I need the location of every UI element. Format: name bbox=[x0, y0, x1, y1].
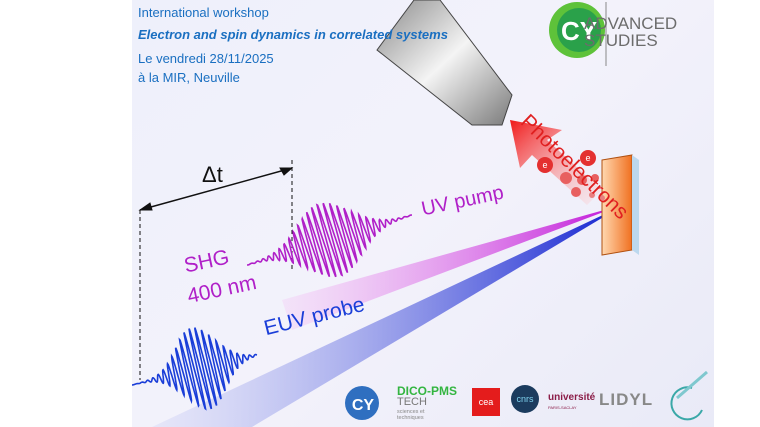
cea-logo: cea bbox=[472, 388, 500, 416]
paris-saclay-text: PARIS-SACLAY bbox=[548, 405, 577, 410]
probe-pulse bbox=[132, 327, 258, 411]
workshop-date: Le vendredi 28/11/2025 bbox=[138, 51, 274, 66]
svg-text:e: e bbox=[585, 153, 590, 163]
poster-panel: e e CY CY International workshop Electro… bbox=[132, 0, 714, 427]
sample-substrate bbox=[632, 155, 639, 255]
cy-advanced-studies-logo: ADVANCED STUDIES bbox=[584, 14, 678, 50]
experiment-illustration: e e CY CY bbox=[132, 0, 708, 427]
cytech-logo-mark bbox=[345, 386, 379, 420]
svg-text:CY: CY bbox=[561, 16, 597, 46]
universite-logo: université bbox=[548, 392, 596, 403]
lidyl-logo: LIDYL bbox=[599, 390, 654, 409]
pump-pulse bbox=[247, 202, 412, 278]
electrons: e e bbox=[537, 150, 605, 201]
lidyl-logo-mark bbox=[670, 370, 708, 421]
cnrs-logo: cnrs bbox=[511, 385, 539, 413]
pump-beam bbox=[282, 205, 622, 330]
delay-label: Δt bbox=[202, 162, 223, 187]
workshop-title: Electron and spin dynamics in correlated… bbox=[138, 27, 448, 42]
workshop-place: à la MIR, Neuville bbox=[138, 70, 240, 85]
svg-text:CY: CY bbox=[352, 397, 375, 414]
svg-text:e: e bbox=[542, 160, 547, 170]
probe-beam bbox=[152, 206, 622, 427]
workshop-type: International workshop bbox=[138, 5, 269, 20]
cytech-logo-text: TECH bbox=[397, 396, 427, 408]
analyzer-nozzle bbox=[376, 0, 513, 126]
cytech-subtitle: sciences et techniques bbox=[397, 409, 425, 421]
dico-pms-logo-text: DICO-PMS bbox=[397, 384, 457, 398]
